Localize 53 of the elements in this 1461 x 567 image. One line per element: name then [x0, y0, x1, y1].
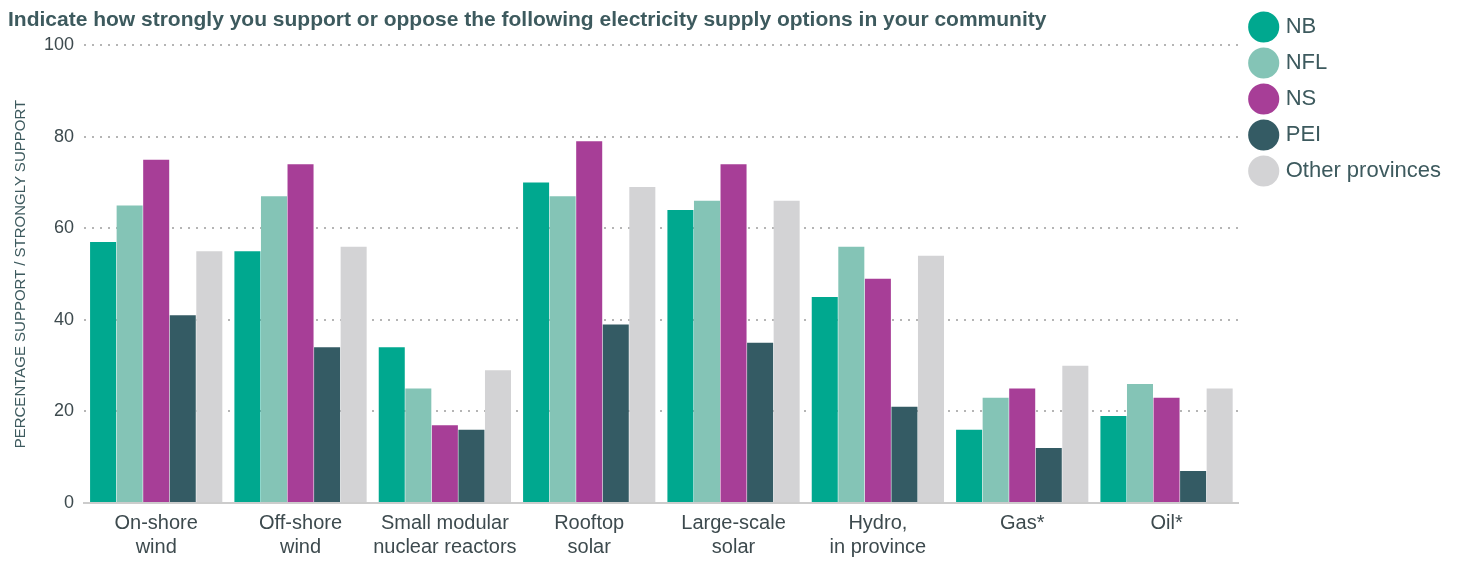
bar [1126, 383, 1153, 502]
bar [405, 388, 432, 502]
x-tick-label: Hydro, in province [829, 510, 927, 557]
bar [693, 200, 720, 502]
y-tick-label: 80 [54, 125, 75, 146]
x-tick-label: Small modular nuclear reactors [373, 510, 517, 557]
x-tick-label: On-shore wind [114, 510, 198, 557]
y-tick-label: 60 [54, 217, 75, 238]
bar [378, 347, 405, 502]
bar [602, 324, 629, 502]
x-tick-label: Large-scale solar [681, 510, 786, 557]
legend-label: NB [1285, 13, 1317, 39]
bar [90, 242, 117, 502]
bar [838, 246, 865, 502]
y-tick-label: 100 [43, 34, 75, 55]
legend-label: PEI [1285, 121, 1322, 147]
y-axis-title: PERCENTAGE SUPPORT / STRONGLY SUPPORT [11, 99, 29, 449]
bar [667, 210, 694, 502]
x-tick-label: Oil* [1150, 510, 1183, 533]
legend-label: Other provinces [1285, 157, 1442, 183]
bar [431, 425, 458, 502]
bar [982, 397, 1009, 502]
bar [747, 342, 774, 502]
bar [234, 251, 261, 502]
bar [576, 141, 603, 502]
bar [720, 164, 747, 502]
bar [260, 196, 287, 502]
x-tick-label: Rooftop solar [554, 510, 625, 557]
chart-title: Indicate how strongly you support or oppose the following electricity supply options in your community [8, 7, 1047, 31]
bar [458, 429, 485, 502]
bar [287, 164, 314, 502]
bar [143, 159, 170, 502]
bar [523, 182, 550, 502]
x-tick-label: Gas* [999, 510, 1045, 533]
y-tick-label: 0 [64, 491, 75, 512]
bar [314, 347, 341, 502]
bar [956, 429, 983, 502]
bar [811, 296, 838, 502]
x-tick-label: Off-shore wind [259, 510, 343, 557]
bar [1035, 448, 1062, 502]
bar [169, 315, 196, 502]
bar [864, 278, 891, 502]
bar [1153, 397, 1180, 502]
bar [1180, 470, 1207, 502]
bar [1009, 388, 1036, 502]
legend-label: NFL [1285, 49, 1328, 75]
bar [549, 196, 576, 502]
bar [1100, 416, 1127, 502]
legend-label: NS [1285, 85, 1317, 111]
y-tick-label: 40 [54, 308, 75, 329]
bar [891, 406, 918, 502]
bar [116, 205, 143, 502]
y-tick-label: 20 [54, 400, 75, 421]
